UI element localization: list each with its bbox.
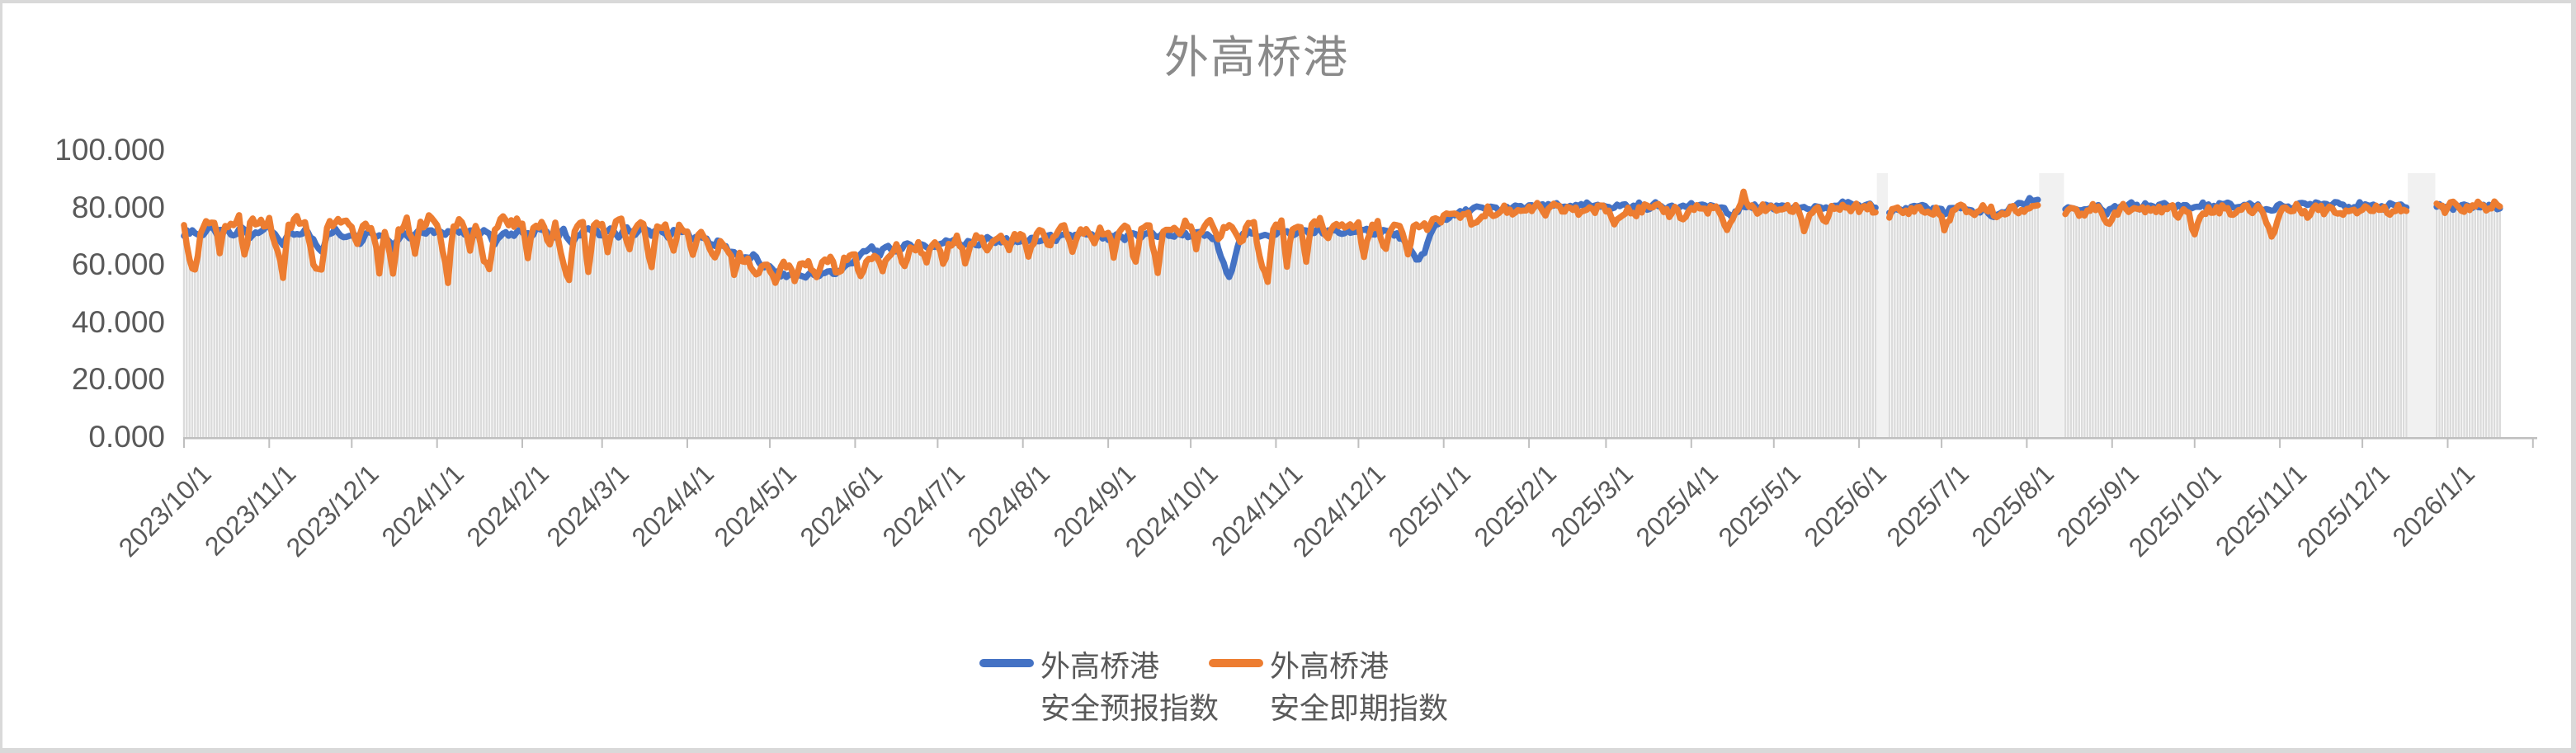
legend-label-line1: 外高桥港 — [1040, 649, 1160, 683]
y-axis-label: 20.000 — [71, 362, 165, 397]
y-axis-label: 60.000 — [71, 247, 165, 282]
y-axis-label: 100.000 — [54, 133, 165, 167]
legend-label: 外高桥港 安全预报指数 — [1040, 645, 1219, 729]
chart-title: 外高桥港 — [1164, 33, 1349, 82]
y-axis-label: 40.000 — [71, 304, 165, 339]
legend-item-forecast-index[interactable]: 外高桥港 安全预报指数 — [979, 645, 1219, 729]
legend: 外高桥港 安全预报指数 外高桥港 安全即期指数 — [0, 645, 2576, 744]
legend-label-line2: 安全预报指数 — [1040, 691, 1220, 725]
legend-label: 外高桥港 安全即期指数 — [1270, 645, 1448, 729]
legend-item-spot-index[interactable]: 外高桥港 安全即期指数 — [1209, 645, 1448, 729]
legend-line-swatch-blue — [979, 659, 1034, 667]
y-axis-label: 80.000 — [71, 190, 165, 224]
legend-line-swatch-orange — [1209, 659, 1263, 667]
legend-label-line2: 安全即期指数 — [1270, 691, 1449, 725]
y-axis-label: 0.000 — [88, 420, 165, 454]
legend-label-line1: 外高桥港 — [1270, 649, 1389, 683]
